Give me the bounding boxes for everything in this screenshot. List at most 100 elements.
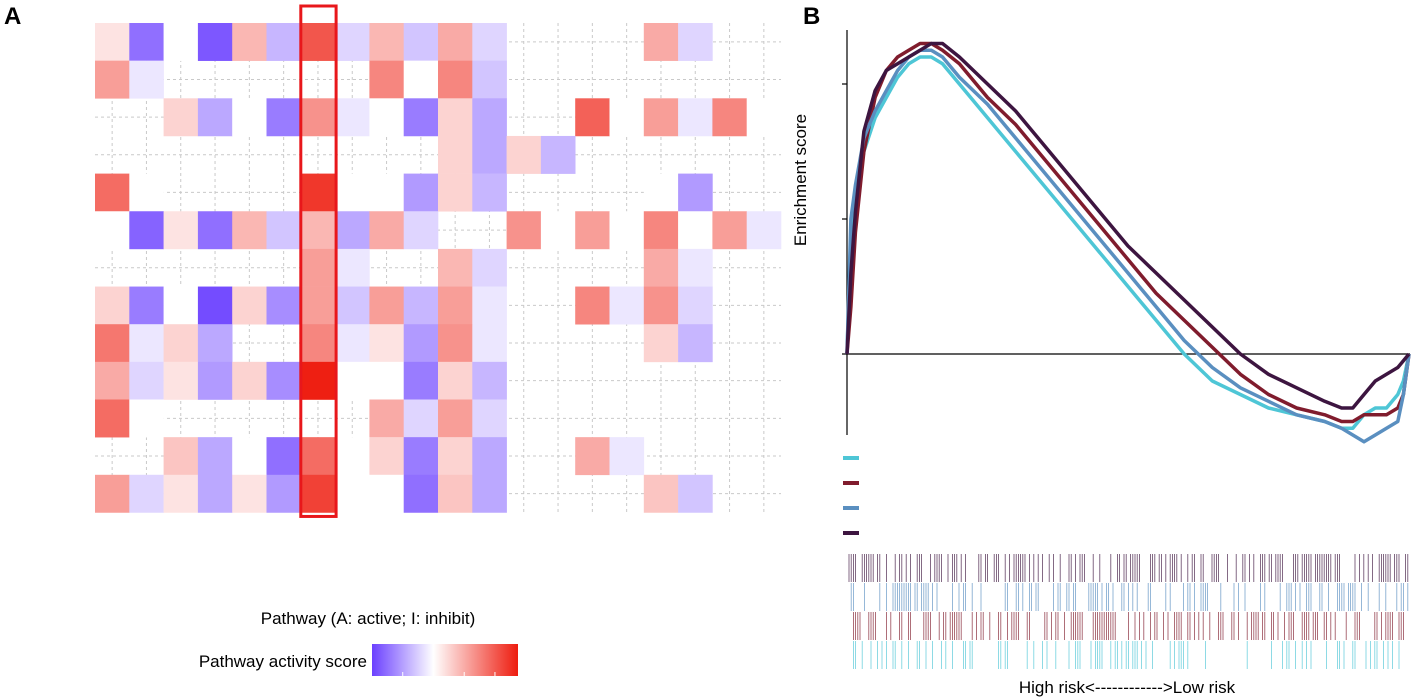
heatmap-cell (163, 211, 199, 250)
heatmap-cell (403, 98, 439, 137)
panel-b-letter: B (803, 3, 820, 30)
heatmap-cell (232, 361, 267, 400)
heatmap-cell (369, 474, 404, 513)
heatmap-cell (95, 361, 130, 400)
heatmap-cell (369, 173, 404, 212)
enrichment-curve (845, 48, 1411, 444)
heatmap-cell (95, 399, 130, 438)
heatmap-cell (129, 173, 164, 212)
colorbar-ticks (402, 672, 496, 676)
heatmap-cell (403, 399, 439, 438)
heatmap-cell (197, 286, 233, 325)
heatmap-cell (95, 324, 130, 363)
heatmap-cell (163, 474, 199, 513)
heatmap-cell (129, 23, 164, 61)
colorbar-legend: Pathway activity score (199, 644, 518, 676)
heatmap-cell (609, 286, 645, 325)
heatmap-cell (232, 98, 267, 137)
heatmap-cell (403, 474, 439, 513)
heatmap-cell (403, 211, 439, 250)
heatmap-cell (232, 23, 267, 61)
heatmap-cell (266, 286, 302, 325)
heatmap-cell (335, 173, 370, 212)
heatmap-cell (163, 286, 199, 325)
hit-barcodes (848, 554, 1409, 669)
heatmap-cell (232, 286, 267, 325)
heatmap-cell (300, 324, 336, 363)
heatmap-cell (438, 324, 473, 363)
heatmap-cell (369, 361, 404, 400)
heatmap-cell (678, 324, 713, 363)
heatmap-cell (335, 286, 370, 325)
heatmap-cell (678, 23, 713, 61)
heatmap-cell (472, 248, 507, 287)
heatmap-cell (609, 437, 645, 476)
heatmap-cell (678, 98, 713, 137)
heatmap-cell (403, 173, 439, 212)
heatmap-cell (472, 324, 507, 363)
heatmap-cell (506, 135, 542, 174)
heatmap-cell (472, 286, 507, 325)
heatmap-cell (369, 211, 404, 250)
heatmap-cell (643, 248, 679, 287)
heatmap-cell (232, 437, 267, 476)
heatmap-cell (438, 474, 473, 513)
heatmap-cell (163, 23, 199, 61)
heatmap-cell (300, 248, 336, 287)
heatmap-cell (472, 399, 507, 438)
enrichment-curves (845, 41, 1411, 444)
heatmap-cell (197, 437, 233, 476)
heatmap-cell (472, 98, 507, 137)
heatmap-cell (609, 98, 645, 137)
heatmap-cell (129, 324, 164, 363)
heatmap-cell (403, 324, 439, 363)
heatmap-panel: Pathway (A: active; I: inhibit) Pathway … (95, 4, 782, 676)
heatmap-cell (266, 437, 302, 476)
heatmap-cell (472, 173, 507, 212)
heatmap-cell (266, 23, 302, 61)
heatmap-cell (335, 248, 370, 287)
heatmap-cell (95, 474, 130, 513)
heatmap-cell (472, 60, 507, 99)
colorbar-gradient (372, 644, 518, 676)
heatmap-cell (472, 361, 507, 400)
heatmap-cell (678, 474, 713, 513)
heatmap-cell (197, 324, 233, 363)
enrichment-curve (845, 55, 1411, 431)
heatmap-cell (575, 286, 610, 325)
heatmap-cell (300, 437, 336, 476)
heatmap-cell (95, 286, 130, 325)
heatmap-cell (438, 135, 473, 174)
heatmap-cell (678, 248, 713, 287)
heatmap-cell (369, 437, 404, 476)
gsea-legend (843, 456, 859, 535)
heatmap-cell (129, 399, 164, 438)
heatmap-cell (163, 361, 199, 400)
heatmap-cell (575, 211, 610, 250)
heatmap-cell (403, 437, 439, 476)
y-axis-ticks (842, 83, 847, 355)
heatmap-cell (609, 211, 645, 250)
heatmap-cell (369, 23, 404, 61)
heatmap-cell (438, 399, 473, 438)
enrichment-curve (845, 41, 1411, 424)
heatmap-cell (197, 98, 233, 137)
heatmap-cell (643, 173, 679, 212)
heatmap-cell (197, 211, 233, 250)
heatmap-cell (712, 98, 747, 137)
heatmap-cell (197, 23, 233, 61)
heatmap-cell (266, 361, 302, 400)
heatmap-cell (335, 474, 370, 513)
heatmap-cell (95, 60, 130, 99)
heatmap-cell (643, 324, 679, 363)
gsea-panel: Enrichment score High risk<------------>… (791, 30, 1411, 697)
heatmap-cell (129, 361, 164, 400)
heatmap-cell (438, 60, 473, 99)
heatmap-cell (678, 211, 713, 250)
heatmap-cell (197, 361, 233, 400)
heatmap-cell (163, 437, 199, 476)
heatmap-cell (403, 361, 439, 400)
heatmap-cell (540, 211, 576, 250)
heatmap-cell (129, 60, 164, 99)
